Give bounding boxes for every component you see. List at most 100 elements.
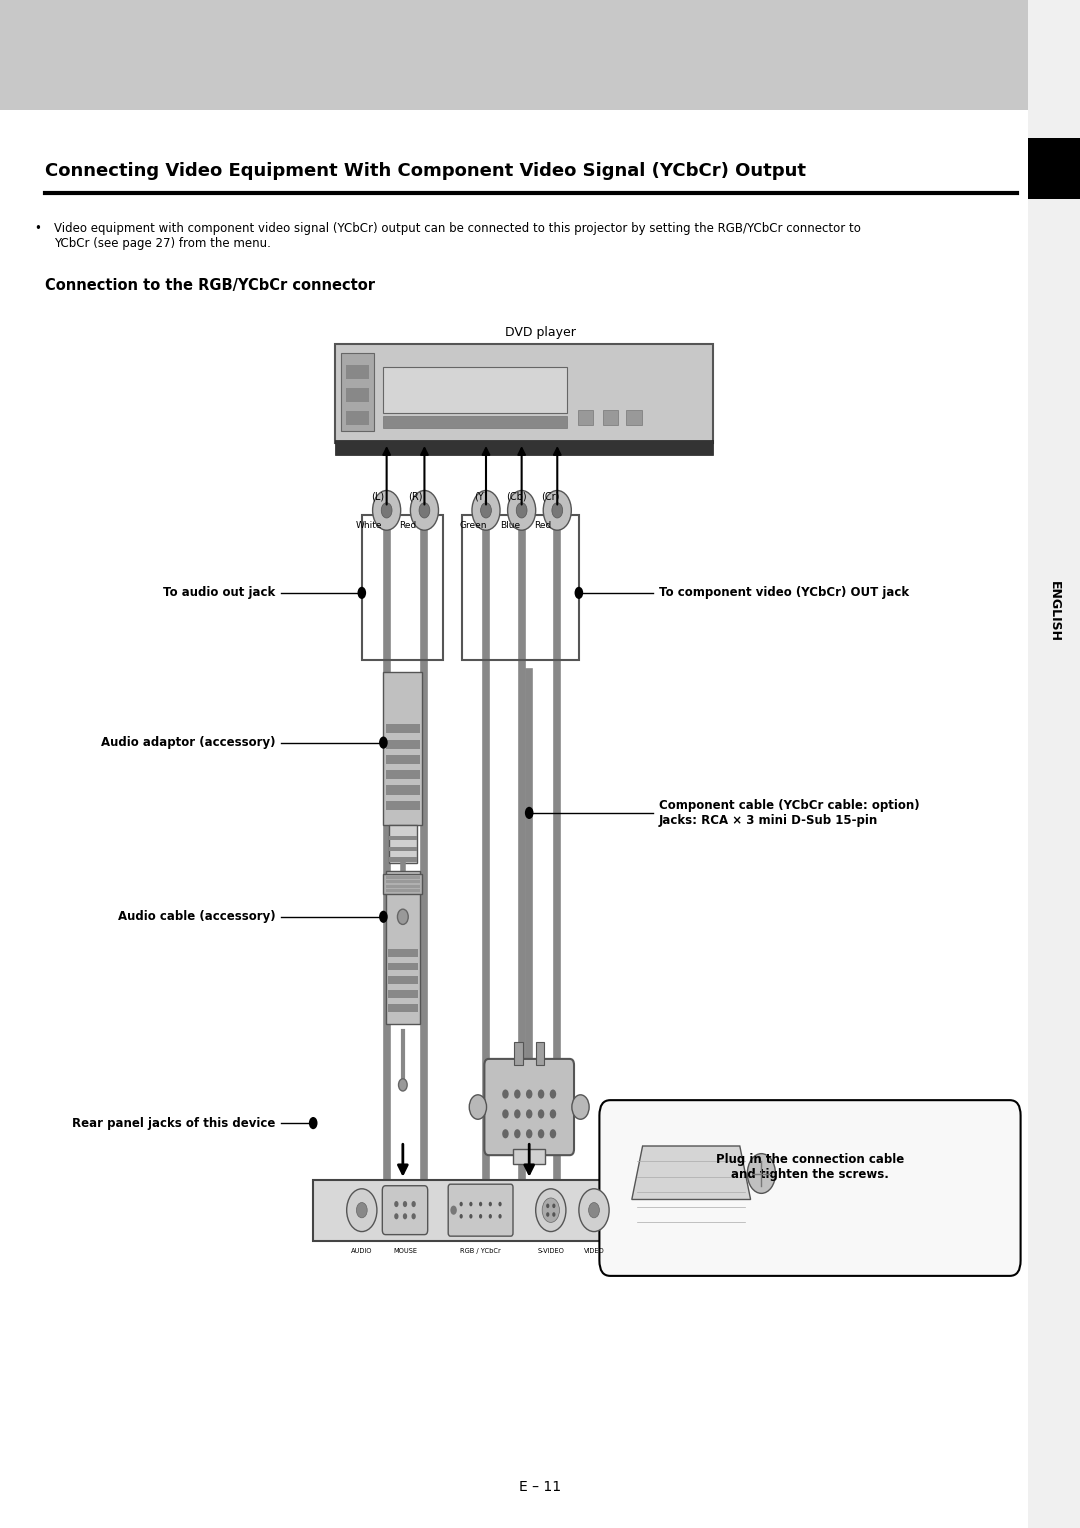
Circle shape	[546, 1212, 550, 1216]
Circle shape	[394, 1213, 399, 1219]
Circle shape	[508, 490, 536, 530]
Circle shape	[516, 503, 527, 518]
Circle shape	[410, 490, 438, 530]
Circle shape	[469, 1094, 486, 1118]
Circle shape	[543, 490, 571, 530]
FancyBboxPatch shape	[599, 1100, 1021, 1276]
Circle shape	[514, 1089, 521, 1099]
Circle shape	[450, 1206, 457, 1215]
Text: To audio out jack: To audio out jack	[163, 587, 275, 599]
Text: S-VIDEO: S-VIDEO	[538, 1248, 564, 1254]
Circle shape	[502, 1129, 509, 1138]
Circle shape	[552, 1204, 555, 1209]
Circle shape	[579, 1189, 609, 1232]
Circle shape	[502, 1109, 509, 1118]
Text: MOUSE: MOUSE	[393, 1248, 417, 1254]
Bar	[578, 410, 593, 425]
Text: Connecting Video Equipment With Component Video Signal (YCbCr) Output: Connecting Video Equipment With Componen…	[45, 162, 807, 180]
Circle shape	[403, 1213, 407, 1219]
Circle shape	[502, 1089, 509, 1099]
Circle shape	[526, 1129, 532, 1138]
FancyBboxPatch shape	[382, 1186, 428, 1235]
Bar	[386, 889, 420, 892]
Text: VIDEO: VIDEO	[583, 1248, 605, 1254]
Bar	[0, 0, 1080, 110]
Bar	[388, 949, 418, 957]
Bar	[389, 847, 417, 851]
Circle shape	[526, 1089, 532, 1099]
Bar	[386, 724, 420, 733]
Circle shape	[347, 1189, 377, 1232]
Bar	[389, 825, 417, 863]
Circle shape	[550, 1089, 556, 1099]
Text: Audio adaptor (accessory): Audio adaptor (accessory)	[100, 736, 275, 749]
Circle shape	[488, 1201, 491, 1207]
Circle shape	[480, 1201, 483, 1207]
Text: (Cb): (Cb)	[505, 490, 527, 501]
Polygon shape	[632, 1146, 751, 1199]
Bar	[513, 1149, 545, 1164]
Text: E – 11: E – 11	[518, 1481, 562, 1494]
Circle shape	[419, 503, 430, 518]
Text: (L): (L)	[372, 490, 384, 501]
Text: ENGLISH: ENGLISH	[1048, 581, 1061, 642]
Bar	[389, 857, 417, 862]
Circle shape	[356, 1203, 367, 1218]
Bar	[386, 740, 420, 749]
Text: White: White	[356, 521, 382, 530]
Bar	[313, 1180, 756, 1241]
Text: RGB / YCbCr: RGB / YCbCr	[460, 1248, 501, 1254]
Bar	[346, 388, 369, 402]
Circle shape	[538, 1109, 544, 1118]
Bar	[335, 344, 713, 443]
Bar	[386, 876, 420, 879]
Circle shape	[550, 1129, 556, 1138]
Circle shape	[526, 1109, 532, 1118]
Text: Blue: Blue	[500, 521, 519, 530]
Bar	[388, 990, 418, 998]
Circle shape	[572, 1094, 590, 1118]
Circle shape	[411, 1213, 416, 1219]
Circle shape	[411, 1201, 416, 1207]
Bar	[383, 672, 422, 825]
Circle shape	[460, 1213, 462, 1219]
Circle shape	[538, 1089, 544, 1099]
Bar	[386, 785, 420, 795]
Circle shape	[514, 1109, 521, 1118]
Text: Component cable (YCbCr cable: option)
Jacks: RCA × 3 mini D-Sub 15-pin: Component cable (YCbCr cable: option) Ja…	[659, 799, 919, 827]
Bar	[362, 515, 443, 660]
Bar	[626, 410, 642, 425]
Circle shape	[589, 1203, 599, 1218]
Circle shape	[552, 1212, 555, 1216]
Circle shape	[480, 1213, 483, 1219]
Circle shape	[550, 1109, 556, 1118]
Circle shape	[481, 503, 491, 518]
Bar	[386, 871, 420, 1024]
Bar	[386, 801, 420, 810]
Bar	[536, 1042, 544, 1065]
Circle shape	[747, 1154, 775, 1193]
Text: AUDIO: AUDIO	[351, 1248, 373, 1254]
Bar	[462, 515, 579, 660]
Text: Plug in the connection cable
and tighten the screws.: Plug in the connection cable and tighten…	[716, 1154, 904, 1181]
Bar	[335, 440, 713, 455]
Circle shape	[469, 1201, 473, 1207]
Bar	[1028, 138, 1080, 199]
Text: Connection to the RGB/YCbCr connector: Connection to the RGB/YCbCr connector	[45, 278, 376, 293]
Bar	[514, 1042, 523, 1065]
Bar	[383, 367, 567, 413]
Text: (R): (R)	[408, 490, 423, 501]
FancyBboxPatch shape	[448, 1184, 513, 1236]
Circle shape	[381, 503, 392, 518]
Circle shape	[309, 1117, 318, 1129]
Circle shape	[373, 490, 401, 530]
Bar	[386, 885, 420, 888]
Text: Audio cable (accessory): Audio cable (accessory)	[118, 911, 275, 923]
Bar	[383, 874, 422, 894]
Circle shape	[460, 1201, 462, 1207]
Circle shape	[357, 587, 366, 599]
Text: Video equipment with component video signal (YCbCr) output can be connected to t: Video equipment with component video sig…	[54, 222, 861, 249]
Bar	[1028, 0, 1080, 1528]
Circle shape	[488, 1213, 491, 1219]
Bar	[386, 880, 420, 883]
